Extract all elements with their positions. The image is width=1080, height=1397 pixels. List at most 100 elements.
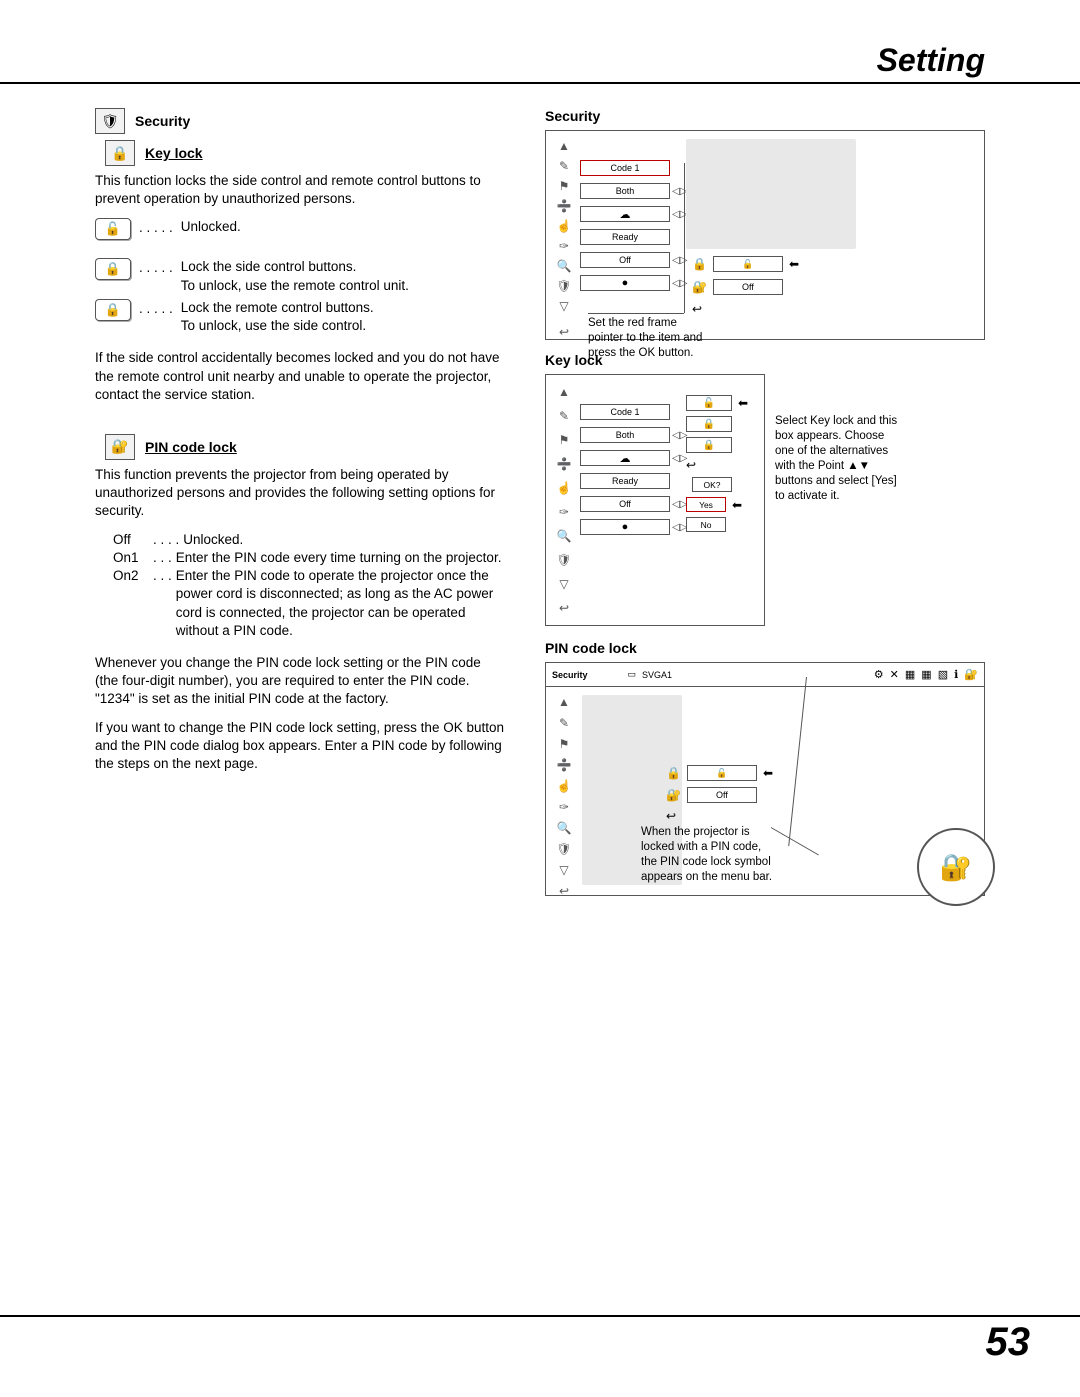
keylock-menu-panel: ▲ ✎ ⚑ ➗ ☝ ✑ 🔍 🛡 ▽ ↩ xyxy=(545,374,765,626)
pointer-arrow-icon: ⬅ xyxy=(732,498,742,512)
pincode-para2: If you want to change the PIN code lock … xyxy=(95,719,505,774)
nav-up-icon: ▲ xyxy=(554,695,574,709)
menu-side-icons: ▲ ✎ ⚑ ➗ ☝ ✑ 🔍 🛡 ▽ ↩ xyxy=(554,695,574,887)
page-number: 53 xyxy=(986,1320,1031,1365)
pincode-icon: 🔐 xyxy=(105,434,135,460)
pointer-arrow-icon: ⬅ xyxy=(738,396,748,410)
opt-key: On1 xyxy=(113,549,149,567)
brush-icon: ✑ xyxy=(554,239,574,253)
pinlock-bar-icon: 🔐 xyxy=(964,668,978,681)
opt-val: Enter the PIN code to operate the projec… xyxy=(176,567,505,640)
flag-icon: ⚑ xyxy=(554,737,574,751)
lock-option-side: 🔒 . . . . . Lock the side control button… xyxy=(95,258,505,294)
line1: Lock the side control buttons. xyxy=(181,259,357,274)
mode-icon: ▭ xyxy=(628,669,637,680)
pinlock-caption: When the projector is locked with a PIN … xyxy=(641,825,776,885)
dots: . . . . . xyxy=(139,299,173,316)
menu-box: ● xyxy=(580,275,670,291)
no-box: No xyxy=(686,517,726,532)
yes-box: Yes xyxy=(686,497,726,512)
security-heading-label: Security xyxy=(135,113,190,129)
menu-item: Ready xyxy=(580,229,687,245)
lock-remote-text: Lock the remote control buttons. To unlo… xyxy=(181,299,374,335)
opt-val: Enter the PIN code every time turning on… xyxy=(176,549,505,567)
keylock-icon: 🔒 xyxy=(105,140,135,166)
div-icon: ➗ xyxy=(554,455,574,473)
menu-box: ☁ xyxy=(580,450,670,466)
opt-dots: . . . xyxy=(153,567,172,640)
keylock-state-box: 🔓 xyxy=(687,765,757,781)
choice-row: 🔓⬅ xyxy=(686,395,748,411)
shield-icon: 🛡 xyxy=(554,279,574,293)
nav-up-icon: ▲ xyxy=(554,383,574,401)
opt-key: On2 xyxy=(113,567,149,640)
choice-row: 🔒 xyxy=(686,416,748,432)
exit-mini-row: ↩ xyxy=(692,302,702,316)
exit-icon: ↩ xyxy=(554,325,574,339)
exit-mini-icon: ↩ xyxy=(686,458,696,472)
pin-opt-on2: On2 . . . Enter the PIN code to operate … xyxy=(113,567,505,640)
pinlock-icon: 🔐 xyxy=(666,788,681,802)
menu-item: ☁◁▷ xyxy=(580,450,687,466)
brush-icon: ✑ xyxy=(554,503,574,521)
security-side-panel: 🔒 🔓 ⬅ 🔐 Off ↩ xyxy=(692,256,799,316)
keylock-choice-col: 🔓⬅ 🔒 🔒 ↩ OK? Yes⬅ No xyxy=(686,395,748,532)
menu-box: Ready xyxy=(580,229,670,245)
content-columns: 🛡 Security 🔒 Key lock This function lock… xyxy=(95,108,985,896)
lead-line xyxy=(684,163,685,313)
pinlock-section: PIN code lock Security ▭ SVGA1 ⚙ ✕ ▦ ▦ xyxy=(545,640,985,896)
opt-dots: . . . . xyxy=(153,531,179,549)
exit-mini-row: ↩ xyxy=(666,809,773,823)
security-caption: Set the red frame pointer to the item an… xyxy=(588,316,708,361)
pincode-intro: This function prevents the projector fro… xyxy=(95,466,505,521)
line2: To unlock, use the remote control unit. xyxy=(181,278,409,293)
dots: . . . . . xyxy=(139,258,173,275)
nav-down-icon: ▽ xyxy=(554,863,574,877)
top-rule xyxy=(0,82,1080,84)
yes-row: Yes ⬅ xyxy=(686,497,748,512)
pen-icon: ✎ xyxy=(554,407,574,425)
pin-side-panel: 🔒 🔓 ⬅ 🔐 Off ↩ xyxy=(666,765,773,823)
menu-item: Off◁▷ xyxy=(580,496,687,512)
hand-icon: ☝ xyxy=(554,219,574,233)
opt-val: Unlocked. xyxy=(183,531,505,549)
keylock-heading-label: Key lock xyxy=(145,145,203,161)
pinlock-state-box: Off xyxy=(687,787,757,803)
exit-icon: ↩ xyxy=(554,599,574,617)
mode-label: SVGA1 xyxy=(642,670,672,680)
keylock-section: Key lock ▲ ✎ ⚑ ➗ ☝ ✑ 🔍 🛡 ▽ xyxy=(545,352,985,626)
menu-box: Off xyxy=(580,496,670,512)
menu-item: Ready xyxy=(580,473,687,489)
nav-down-icon: ▽ xyxy=(554,299,574,313)
pinlock-state-box: Off xyxy=(713,279,783,295)
lock-icon: 🔒 xyxy=(692,257,707,271)
menu-item: Off ◁▷ xyxy=(580,252,687,268)
pinlock-mini-row: 🔐 Off xyxy=(692,279,783,295)
keylock-mini-row: 🔒 🔓 ⬅ xyxy=(692,256,799,272)
brush-icon: ✑ xyxy=(554,800,574,814)
r-security-title: Security xyxy=(545,108,985,124)
hand-icon: ☝ xyxy=(554,779,574,793)
bar-icon: ✕ xyxy=(890,668,899,681)
keylock-heading: 🔒 Key lock xyxy=(105,140,505,166)
zoom-icon: 🔍 xyxy=(554,527,574,545)
left-column: 🛡 Security 🔒 Key lock This function lock… xyxy=(95,108,505,896)
menu-box: Both xyxy=(580,427,670,443)
pinlock-mini-row: 🔐 Off xyxy=(666,787,773,803)
lock-option-remote: 🔒 . . . . . Lock the remote control butt… xyxy=(95,299,505,335)
menu-item: Code 1 xyxy=(580,160,687,176)
lr-arrows-icon: ◁▷ xyxy=(672,278,687,289)
pointer-arrow-icon: ⬅ xyxy=(789,257,799,271)
div-icon: ➗ xyxy=(554,758,574,772)
menu-box: Ready xyxy=(580,473,670,489)
bar-icon: ▦ xyxy=(921,668,931,681)
menu-box: ☁ xyxy=(580,206,670,222)
flag-icon: ⚑ xyxy=(554,179,574,193)
choice-row: 🔒 xyxy=(686,437,748,453)
lead-line xyxy=(788,677,807,846)
nav-down-icon: ▽ xyxy=(554,575,574,593)
choice-box: 🔒 xyxy=(686,416,732,432)
zoom-icon: 🔍 xyxy=(554,259,574,273)
keylock-state-box: 🔓 xyxy=(713,256,783,272)
menu-box: Code 1 xyxy=(580,160,670,176)
